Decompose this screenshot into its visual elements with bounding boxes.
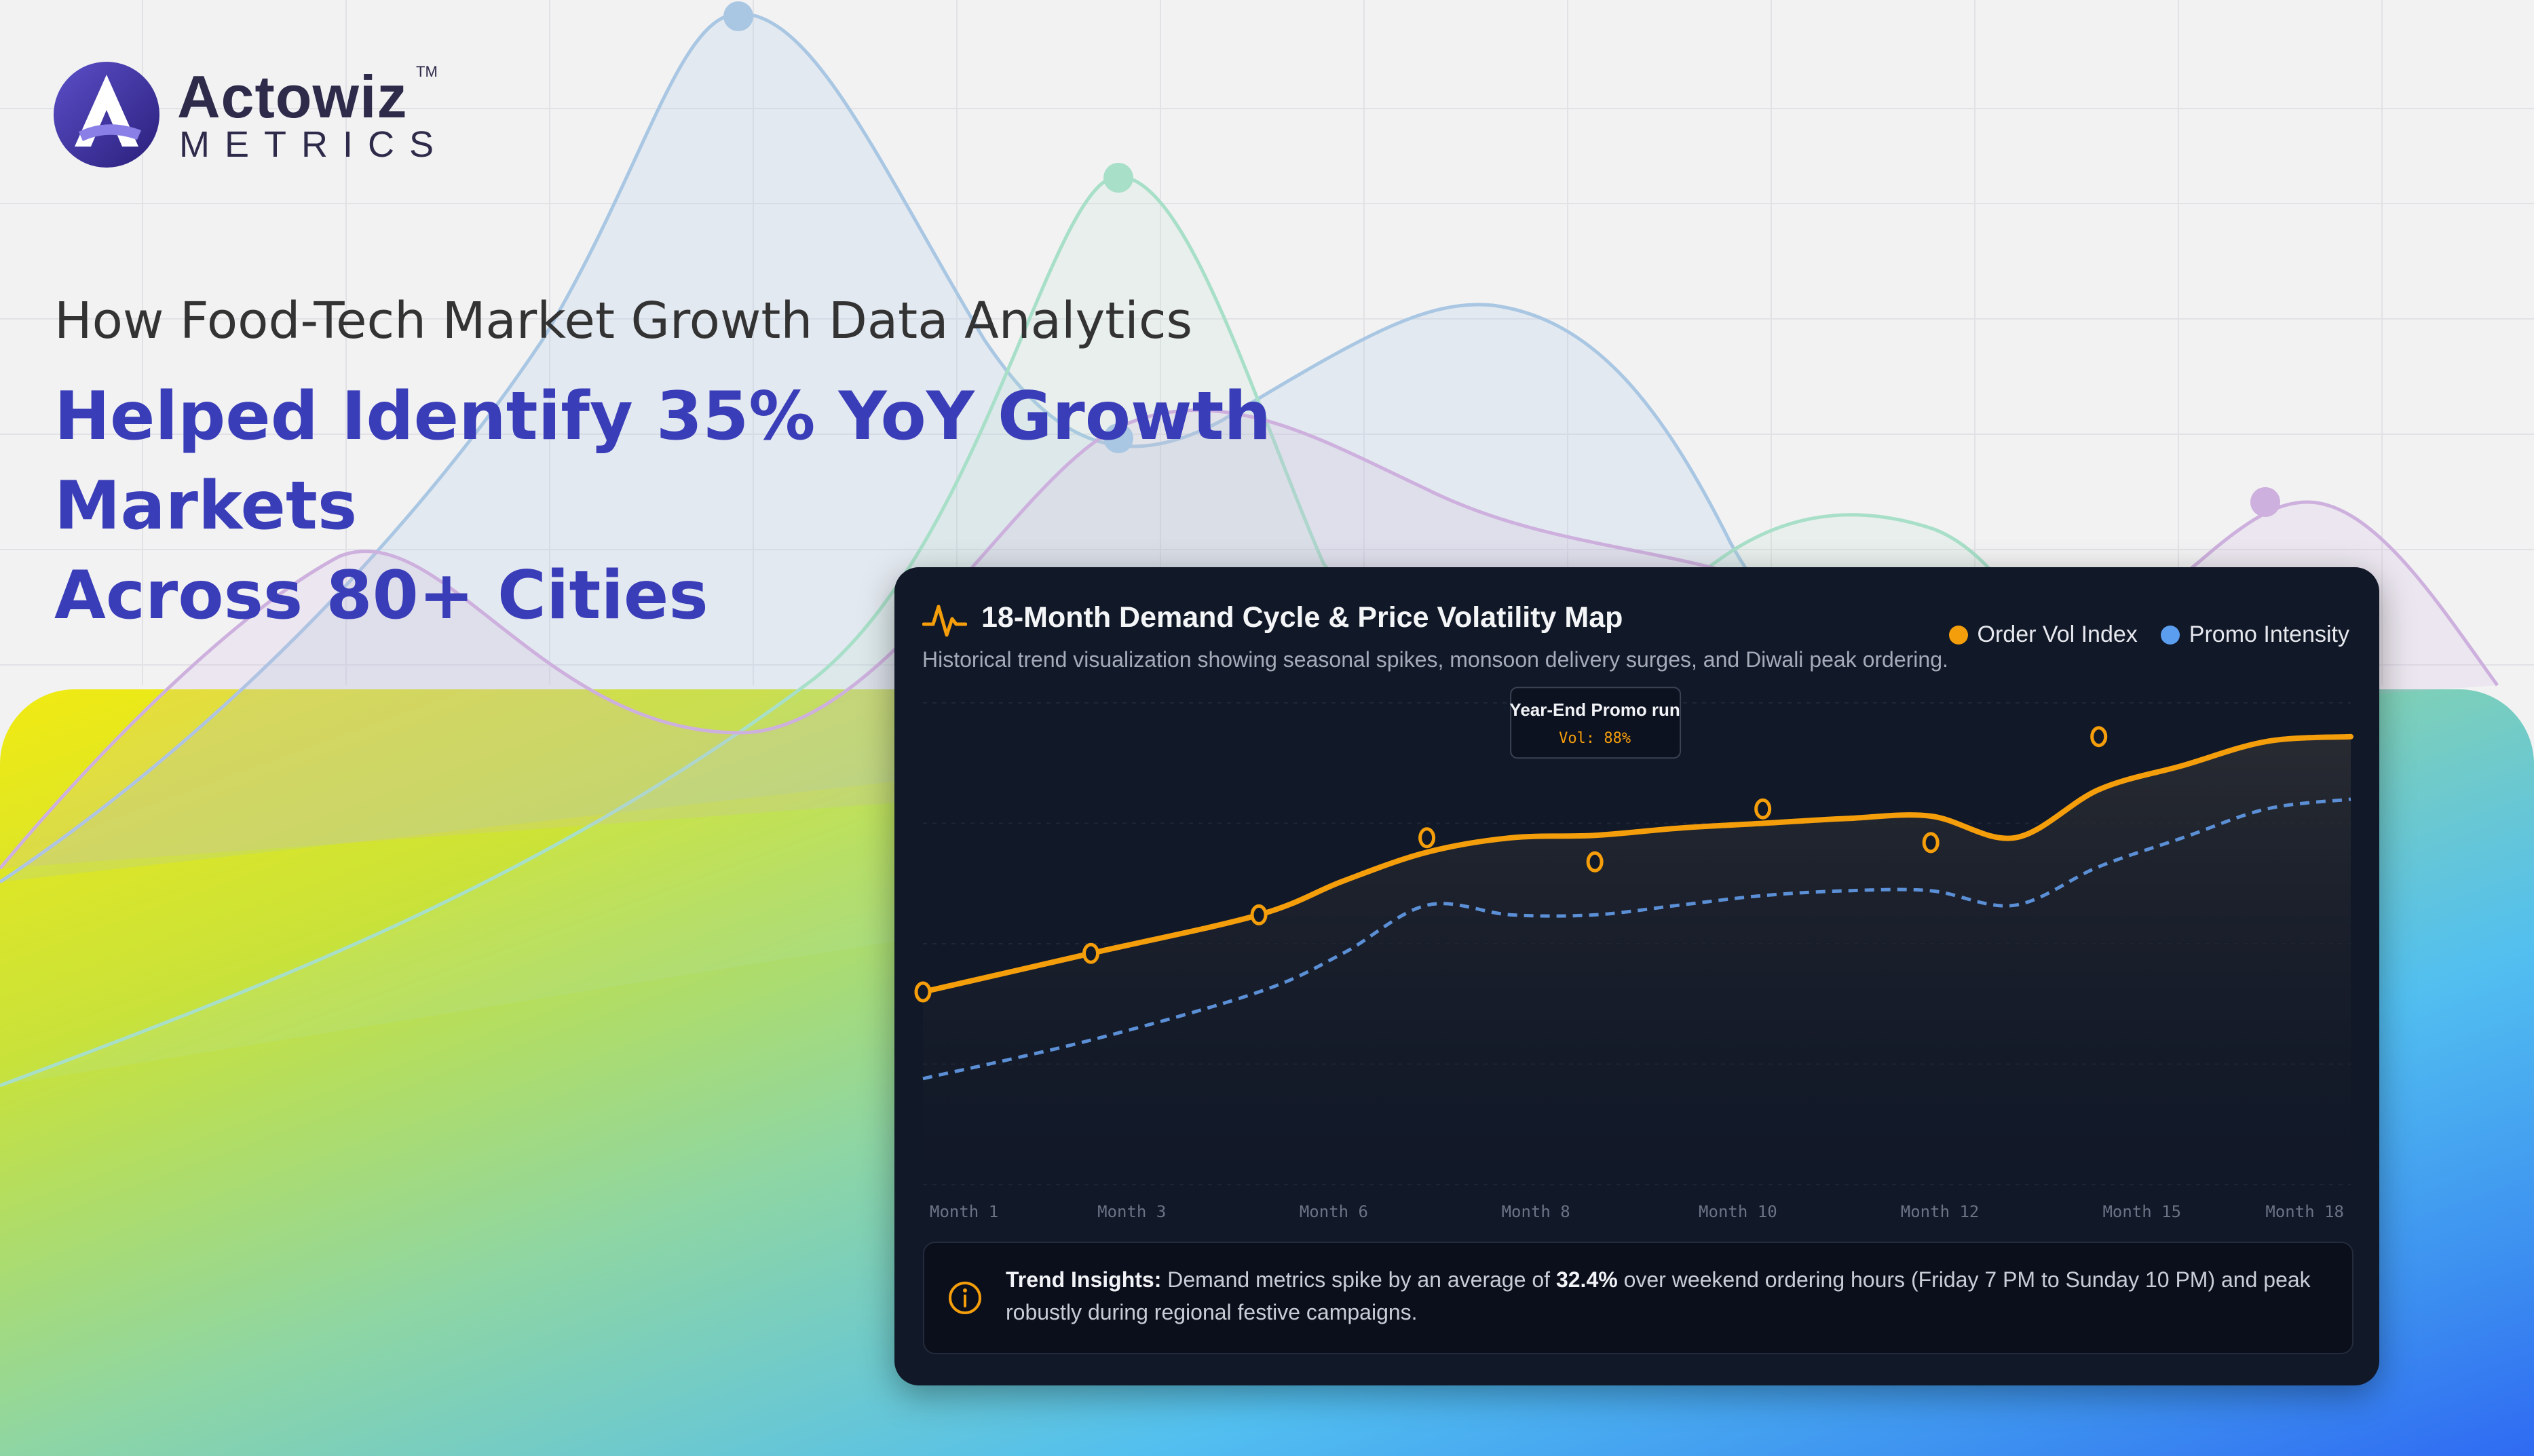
x-tick-label-3: Month 6: [1300, 1202, 1368, 1221]
data-point-order-vol-4: [1418, 827, 1436, 849]
chart-card: 18-Month Demand Cycle & Price Volatility…: [894, 567, 2379, 1385]
annotation-label: Vol: 88%: [1559, 730, 1631, 747]
legend-item-order-vol[interactable]: Order Vol Index: [1948, 621, 2138, 648]
annotation-tooltip: [1510, 687, 1682, 759]
x-tick-label-6: Month 12: [1901, 1202, 1980, 1221]
hero-headline-line-2: Across 80+ Cities: [54, 557, 708, 634]
hero-headline: Helped Identify 35% YoY Growth Markets A…: [54, 372, 1547, 640]
line-chart: Year-End Promo run Vol: 88% Month 1 Month 3…: [914, 687, 2353, 1221]
x-tick-label-7: Month 15: [2102, 1202, 2181, 1221]
decor-node-purple: [2250, 487, 2280, 517]
x-tick-label-8: Month 18: [2265, 1202, 2344, 1221]
legend-label-promo-intensity: Promo Intensity: [2189, 621, 2349, 647]
trademark-mark: TM: [416, 63, 438, 80]
chart-subtitle: Historical trend visualization showing s…: [922, 647, 1948, 672]
x-tick-label-4: Month 8: [1502, 1202, 1570, 1221]
insight-text-pre: Demand metrics spike by an average of: [1161, 1267, 1556, 1292]
brand-name: Actowiz: [177, 63, 408, 130]
activity-pulse-icon: [922, 605, 967, 637]
info-icon: [949, 1282, 981, 1314]
series-area-order-vol: [923, 736, 2351, 1185]
hero-headline-line-1: Helped Identify 35% YoY Growth Markets: [54, 378, 1272, 545]
insight-label: Trend Insights:: [1006, 1267, 1162, 1292]
data-point-order-vol-3: [1250, 904, 1268, 925]
trend-insight-box: Trend Insights: Demand metrics spike by …: [923, 1242, 2353, 1354]
chart-title: 18-Month Demand Cycle & Price Volatility…: [981, 601, 1623, 634]
trend-insight-text: Trend Insights: Demand metrics spike by …: [1006, 1263, 2315, 1328]
data-point-order-vol-6: [1754, 798, 1772, 820]
series-line-promo-intensity: [922, 797, 2351, 1081]
x-tick-label-1: Month 1: [930, 1202, 998, 1221]
data-point-order-vol-2: [1082, 942, 1100, 964]
brand-logo[interactable]: Actowiz TM METRICS: [52, 60, 459, 175]
legend-swatch-promo-intensity: [2160, 625, 2180, 645]
x-tick-label-5: Month 10: [1699, 1202, 1777, 1221]
x-tick-label-2: Month 3: [1097, 1202, 1166, 1221]
insight-value: 32.4%: [1555, 1267, 1618, 1292]
legend-item-promo-intensity[interactable]: Promo Intensity: [2160, 621, 2349, 648]
legend-swatch-order-vol: [1948, 625, 1968, 645]
annotation-title: Year-End Promo run: [1509, 700, 1680, 720]
insight-text-post: over weekend ordering hours (Friday 7 PM…: [1006, 1267, 2311, 1324]
decor-node-blue: [723, 1, 753, 31]
chart-legend: Order Vol Index Promo Intensity: [1948, 621, 2349, 648]
data-point-order-vol-5: [1586, 851, 1604, 873]
data-point-order-vol-8: [2090, 726, 2108, 748]
data-point-order-vol-7: [1922, 832, 1940, 854]
hero-kicker: How Food-Tech Market Growth Data Analyti…: [54, 292, 1193, 350]
decor-node-green: [1103, 163, 1133, 193]
data-point-order-vol-1: [914, 981, 932, 1003]
legend-label-order-vol: Order Vol Index: [1977, 621, 2138, 647]
actowiz-logo-icon: [54, 62, 159, 168]
decor-node-blue-2: [1103, 423, 1133, 453]
brand-subtitle: METRICS: [179, 124, 449, 165]
